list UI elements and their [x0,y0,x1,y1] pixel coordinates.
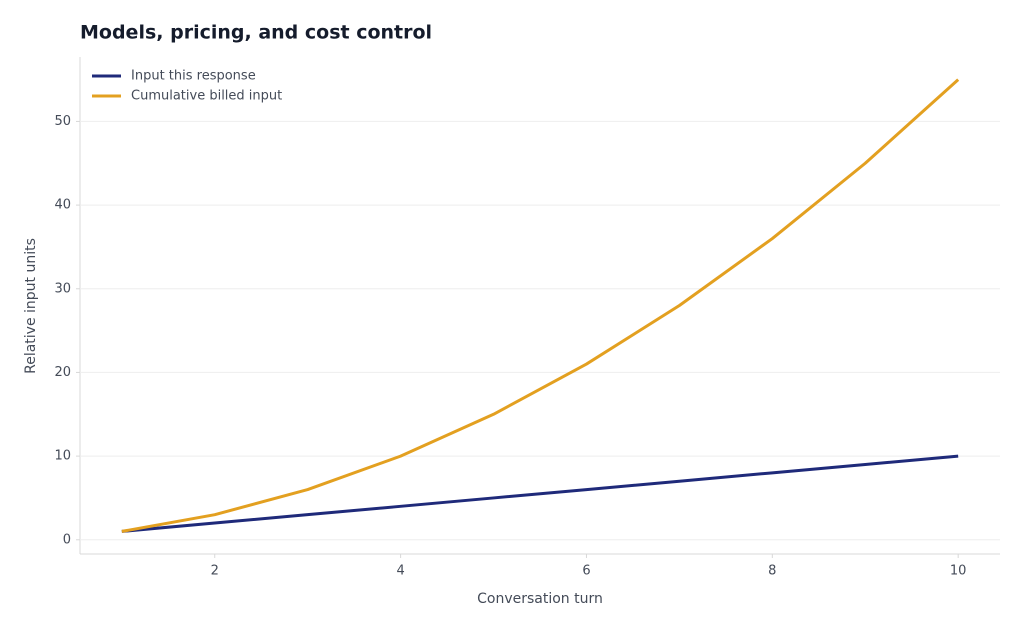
legend-label: Input this response [131,69,256,84]
x-axis-label: Conversation turn [477,591,603,607]
series-line [121,454,959,533]
y-axis-label: Relative input units [23,238,39,374]
x-tick-label: 4 [396,564,404,579]
x-tick-label: 6 [582,564,590,579]
x-tick-label: 2 [211,564,219,579]
x-tick-label: 10 [950,564,967,579]
y-tick-label: 50 [54,114,71,129]
y-tick-label: 40 [54,198,71,213]
series-line [121,78,960,533]
x-tick-label: 8 [768,564,776,579]
chart-title: Models, pricing, and cost control [80,22,432,44]
y-tick-label: 20 [54,365,71,380]
legend-label: Cumulative billed input [131,89,282,104]
y-tick-label: 0 [63,532,71,547]
y-tick-label: 30 [54,281,71,296]
y-tick-label: 10 [54,449,71,464]
